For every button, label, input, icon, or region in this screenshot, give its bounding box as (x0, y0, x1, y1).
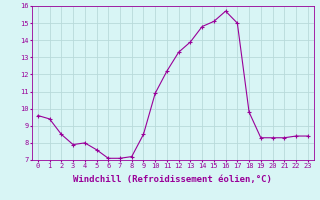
X-axis label: Windchill (Refroidissement éolien,°C): Windchill (Refroidissement éolien,°C) (73, 175, 272, 184)
